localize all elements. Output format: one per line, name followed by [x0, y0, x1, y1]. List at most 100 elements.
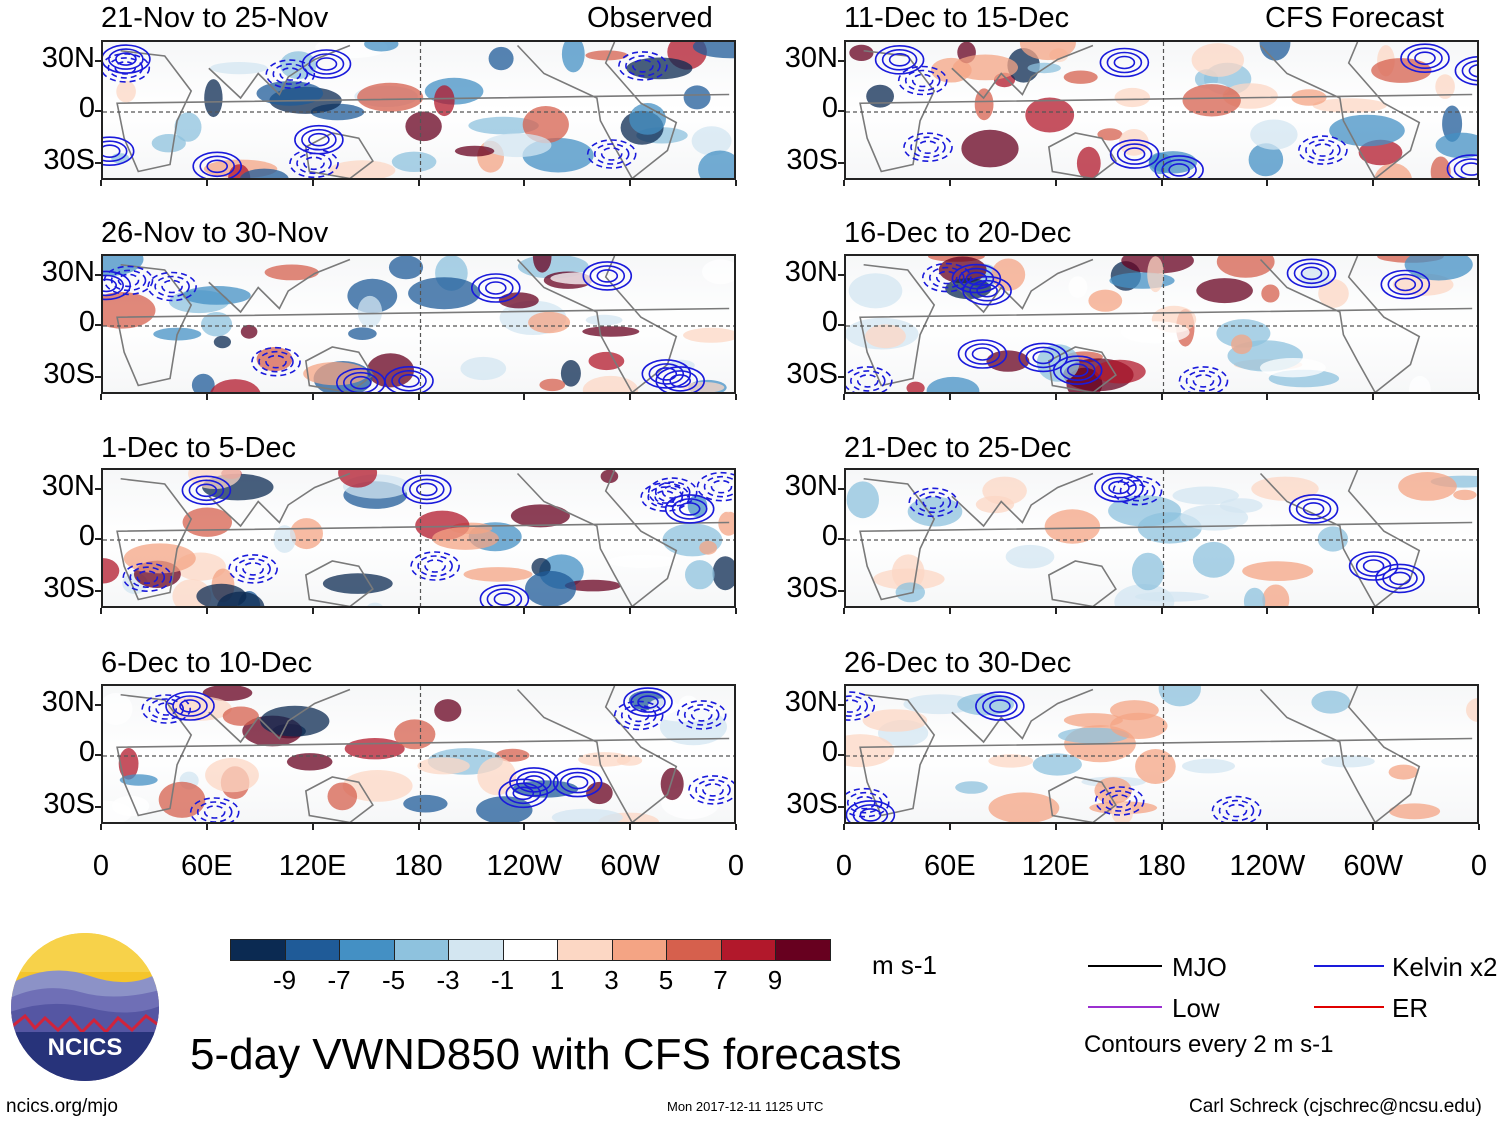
lat-tick-label: 0	[78, 92, 95, 124]
field-blob	[432, 527, 499, 550]
field-blob	[364, 42, 399, 52]
lat-tick-label: 0	[821, 736, 838, 768]
field-blob	[551, 808, 623, 822]
field-blob	[848, 273, 903, 309]
field-blob	[1409, 375, 1431, 392]
field-blob	[692, 42, 734, 59]
field-blob	[454, 145, 495, 157]
field-blob	[123, 543, 196, 574]
lat-tick	[838, 704, 844, 706]
colorbar-swatch	[666, 939, 722, 961]
field-blob	[955, 781, 988, 794]
kelvin-contour	[107, 57, 144, 79]
kelvin-contour	[655, 367, 678, 381]
map-field	[103, 470, 734, 606]
kelvin-contour	[303, 156, 325, 171]
colorbar-label: 5	[658, 965, 674, 995]
field-blob	[560, 360, 581, 387]
lat-tick	[838, 538, 844, 540]
field-blob	[1248, 143, 1284, 177]
kelvin-contour	[1312, 143, 1334, 157]
kelvin-contour	[272, 63, 309, 85]
lat-tick	[838, 60, 844, 62]
field-blob	[1196, 278, 1253, 304]
kelvin-contour	[1116, 143, 1153, 165]
field-blob	[1191, 43, 1244, 77]
field-blob	[239, 168, 289, 178]
kelvin-contour	[593, 143, 630, 165]
field-blob	[1398, 472, 1457, 501]
kelvin-contour	[929, 266, 965, 289]
kelvin-contour	[1154, 155, 1204, 178]
lon-tick	[311, 180, 314, 186]
ncics-logo: NCICS	[11, 933, 159, 1081]
kelvin-contour	[408, 478, 445, 501]
kelvin-contour	[1461, 60, 1477, 82]
kelvin-contour	[582, 261, 633, 291]
kelvin-contour	[846, 800, 896, 822]
field-blob	[1088, 289, 1123, 312]
kelvin-contour	[251, 346, 301, 377]
kelvin-contour	[424, 559, 446, 573]
lat-tick-label: 30S	[786, 144, 838, 176]
kelvin-contour	[703, 475, 734, 498]
field-blob	[1120, 321, 1190, 344]
field-blob	[718, 511, 734, 536]
kelvin-contour	[172, 695, 208, 717]
kelvin-contour	[122, 562, 173, 592]
field-blob	[1025, 97, 1075, 133]
coastline	[859, 256, 1473, 392]
coastline	[116, 256, 730, 392]
field-blob	[1388, 764, 1419, 780]
field-blob	[907, 496, 963, 527]
kelvin-contour	[846, 787, 890, 818]
colorbar-swatch	[720, 939, 776, 961]
lat-tick-label: 0	[821, 520, 838, 552]
kelvin-contour	[1094, 472, 1144, 503]
lon-tick-label: 0	[1470, 850, 1488, 882]
colorbar-label: 7	[713, 965, 728, 995]
kelvin-contour	[1178, 366, 1229, 392]
field-blob	[957, 693, 1014, 716]
lat-tick	[838, 324, 844, 326]
kelvin-contour	[398, 374, 420, 388]
kelvin-contour	[1454, 56, 1477, 86]
field-blob	[582, 326, 640, 337]
lon-tick	[1266, 608, 1269, 614]
lon-tick	[100, 180, 102, 186]
field-blob	[952, 54, 1018, 81]
field-blob	[1329, 114, 1405, 147]
kelvin-contour	[669, 374, 692, 388]
kelvin-contour	[479, 584, 530, 606]
kelvin-contour	[846, 699, 861, 713]
field-blob	[1318, 279, 1349, 308]
field-blob	[1466, 698, 1477, 722]
field-blob	[1131, 552, 1165, 591]
field-blob	[477, 757, 517, 796]
legend-line-kelvin	[1314, 965, 1384, 967]
kelvin-contour	[1123, 147, 1146, 161]
field-blob	[1231, 334, 1253, 355]
field-blob	[264, 264, 319, 281]
lon-tick	[523, 824, 526, 830]
lon-tick	[1478, 608, 1480, 614]
lat-tick-label: 30N	[784, 42, 838, 74]
lon-tick-label: 180	[1137, 850, 1186, 882]
map-panel	[101, 40, 736, 180]
lon-tick-label: 120W	[1229, 850, 1306, 882]
kelvin-contour	[641, 359, 692, 389]
coastline	[116, 42, 730, 178]
colorbar-swatch	[339, 939, 395, 961]
kelvin-contour	[498, 778, 549, 809]
field-blob	[1094, 359, 1146, 384]
kelvin-contour	[391, 370, 427, 392]
field-blob	[260, 705, 330, 737]
kelvin-contour	[108, 48, 144, 70]
field-blob	[608, 554, 678, 568]
lat-tick-label: 30N	[41, 470, 95, 502]
kelvin-contour	[1218, 799, 1255, 822]
lon-tick	[629, 394, 632, 400]
website-link[interactable]: ncics.org/mjo	[6, 1096, 118, 1117]
kelvin-contour	[336, 367, 386, 392]
lat-tick-label: 30S	[786, 358, 838, 390]
